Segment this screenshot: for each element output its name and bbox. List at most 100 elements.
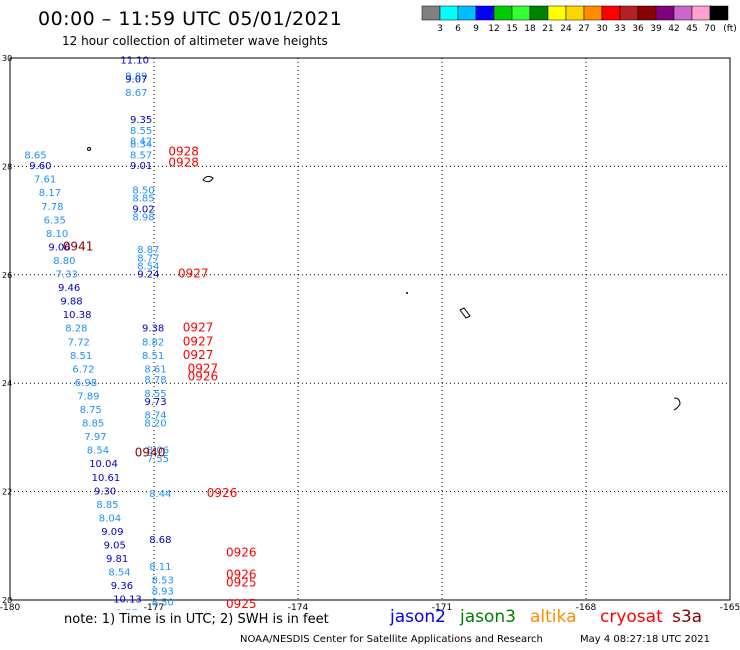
y-tick-label: 22	[2, 488, 12, 497]
time-label: 0928	[168, 145, 199, 159]
island-shape	[87, 147, 91, 151]
swh-value-label: 8.54	[137, 261, 159, 272]
colorbar-unit: (ft)	[723, 24, 737, 34]
swh-value-label: 8.06	[147, 446, 169, 457]
swh-value-label: 8.67	[125, 88, 147, 99]
swh-value-label: 9.07	[125, 74, 147, 85]
y-tick-label: 30	[2, 54, 12, 63]
swh-value-label: 8.77	[116, 608, 138, 610]
swh-value-label: 7.89	[77, 391, 99, 402]
island-shape	[406, 292, 408, 294]
colorbar-swatch	[691, 5, 711, 21]
time-label: 0927	[188, 361, 219, 375]
colorbar-label: 15	[506, 24, 517, 34]
legend-jason3: jason3	[460, 607, 516, 627]
page-title: 00:00 – 11:59 UTC 05/01/2021	[38, 8, 343, 30]
colorbar-swatch	[493, 5, 513, 21]
swh-value-label: 8.50	[152, 597, 174, 608]
y-tick-label: 20	[2, 596, 12, 605]
time-label: 0926	[226, 546, 257, 560]
generated-timestamp: May 4 08:27:18 UTC 2021	[580, 634, 710, 645]
swh-value-label: 8.78	[144, 375, 166, 386]
colorbar-label: 42	[668, 24, 679, 34]
swh-value-label: 11.10	[120, 55, 149, 66]
colorbar-swatch	[529, 5, 549, 21]
swh-value-label: 9.89	[125, 72, 147, 83]
colorbar-label: 27	[578, 24, 589, 34]
colorbar-label: 24	[560, 24, 572, 34]
swh-value-label: 7.61	[34, 175, 56, 186]
swh-value-label: 8.11	[149, 562, 171, 573]
colorbar-label: 21	[542, 24, 553, 34]
colorbar-label: 30	[596, 24, 608, 34]
swh-value-label: 7.33	[56, 270, 78, 281]
credit-text: NOAA/NESDIS Center for Satellite Applica…	[240, 634, 543, 645]
legend-cryosat: cryosat	[600, 607, 663, 627]
swh-value-label: 9.05	[104, 541, 126, 552]
colorbar-swatch	[601, 5, 621, 21]
swh-value-label: 10.13	[113, 595, 142, 606]
swh-value-label: 8.54	[87, 446, 109, 457]
swh-value-label: 8.75	[80, 405, 102, 416]
swh-value-label: 8.34	[130, 139, 152, 150]
swh-value-label: 9.01	[130, 161, 152, 172]
colorbar-swatch	[457, 5, 477, 21]
y-tick-label: 28	[2, 162, 12, 171]
island-shape	[202, 175, 214, 183]
time-label: 0927	[183, 334, 214, 348]
x-tick-label: -165	[720, 603, 740, 610]
swh-value-label: 7.55	[147, 454, 169, 465]
colorbar-swatch	[439, 5, 459, 21]
swh-value-label: 9.73	[144, 397, 166, 408]
page-subtitle: 12 hour collection of altimeter wave hei…	[62, 34, 328, 48]
swh-value-label: 9.46	[58, 283, 80, 294]
swh-chart: 3 6 9 12 15 18 21 24 27 30 33 36 39 42 45 70 (ft)-180 -17…	[0, 5, 740, 610]
swh-value-label: 8.50	[132, 186, 154, 197]
y-tick-label: 26	[2, 271, 12, 280]
swh-value-label: 10.38	[63, 310, 92, 321]
swh-value-label: 9.09	[101, 527, 123, 538]
colorbar-label: 45	[686, 24, 697, 34]
swh-value-label: 7.97	[84, 432, 106, 443]
swh-value-label: 8.74	[144, 410, 166, 421]
colorbar-swatch	[709, 5, 729, 21]
swh-value-label: 9.35	[130, 115, 152, 126]
time-label: 0925	[226, 597, 257, 610]
note-text: note: 1) Time is in UTC; 2) SWH is in fe…	[64, 612, 329, 627]
time-label: 0940	[135, 445, 166, 459]
y-tick-label: 24	[2, 379, 12, 388]
legend-s3a: s3a	[672, 607, 703, 627]
swh-value-label: 8.28	[65, 324, 87, 335]
swh-value-label: 9.38	[142, 324, 164, 335]
colorbar-swatch	[565, 5, 585, 21]
x-tick-label: -174	[288, 603, 309, 610]
swh-value-label: 8.82	[142, 337, 164, 348]
swh-value-label: 9.36	[111, 581, 133, 592]
swh-value-label: 8.85	[96, 500, 118, 511]
plot-frame	[9, 57, 731, 601]
colorbar-swatch	[673, 5, 693, 21]
swh-value-label: 8.55	[130, 126, 152, 137]
swh-value-label: 8.42	[130, 137, 152, 148]
swh-value-label: 8.85	[82, 419, 104, 430]
legend-jason2: jason2	[390, 607, 446, 627]
time-label: 0941	[63, 239, 94, 253]
swh-value-label: 10.61	[92, 473, 121, 484]
swh-value-label: 7.72	[68, 337, 90, 348]
colorbar-label: 18	[524, 24, 536, 34]
colorbar-label: 12	[488, 24, 499, 34]
swh-value-label: 9.30	[94, 486, 116, 497]
swh-value-label: 8.87	[137, 245, 159, 256]
swh-value-label: 9.02	[132, 204, 154, 215]
time-label: 0925	[226, 575, 257, 589]
time-label: 0926	[188, 369, 219, 383]
swh-value-label: 8.51	[70, 351, 92, 362]
time-label: 0927	[178, 267, 209, 281]
swh-value-label: 8.80	[53, 256, 75, 267]
swh-value-label: 8.04	[99, 513, 121, 524]
colorbar-swatch	[655, 5, 675, 21]
time-label: 0927	[183, 321, 214, 335]
colorbar-swatch	[619, 5, 639, 21]
x-tick-label: -171	[432, 603, 452, 610]
colorbar-label: 39	[650, 24, 662, 34]
